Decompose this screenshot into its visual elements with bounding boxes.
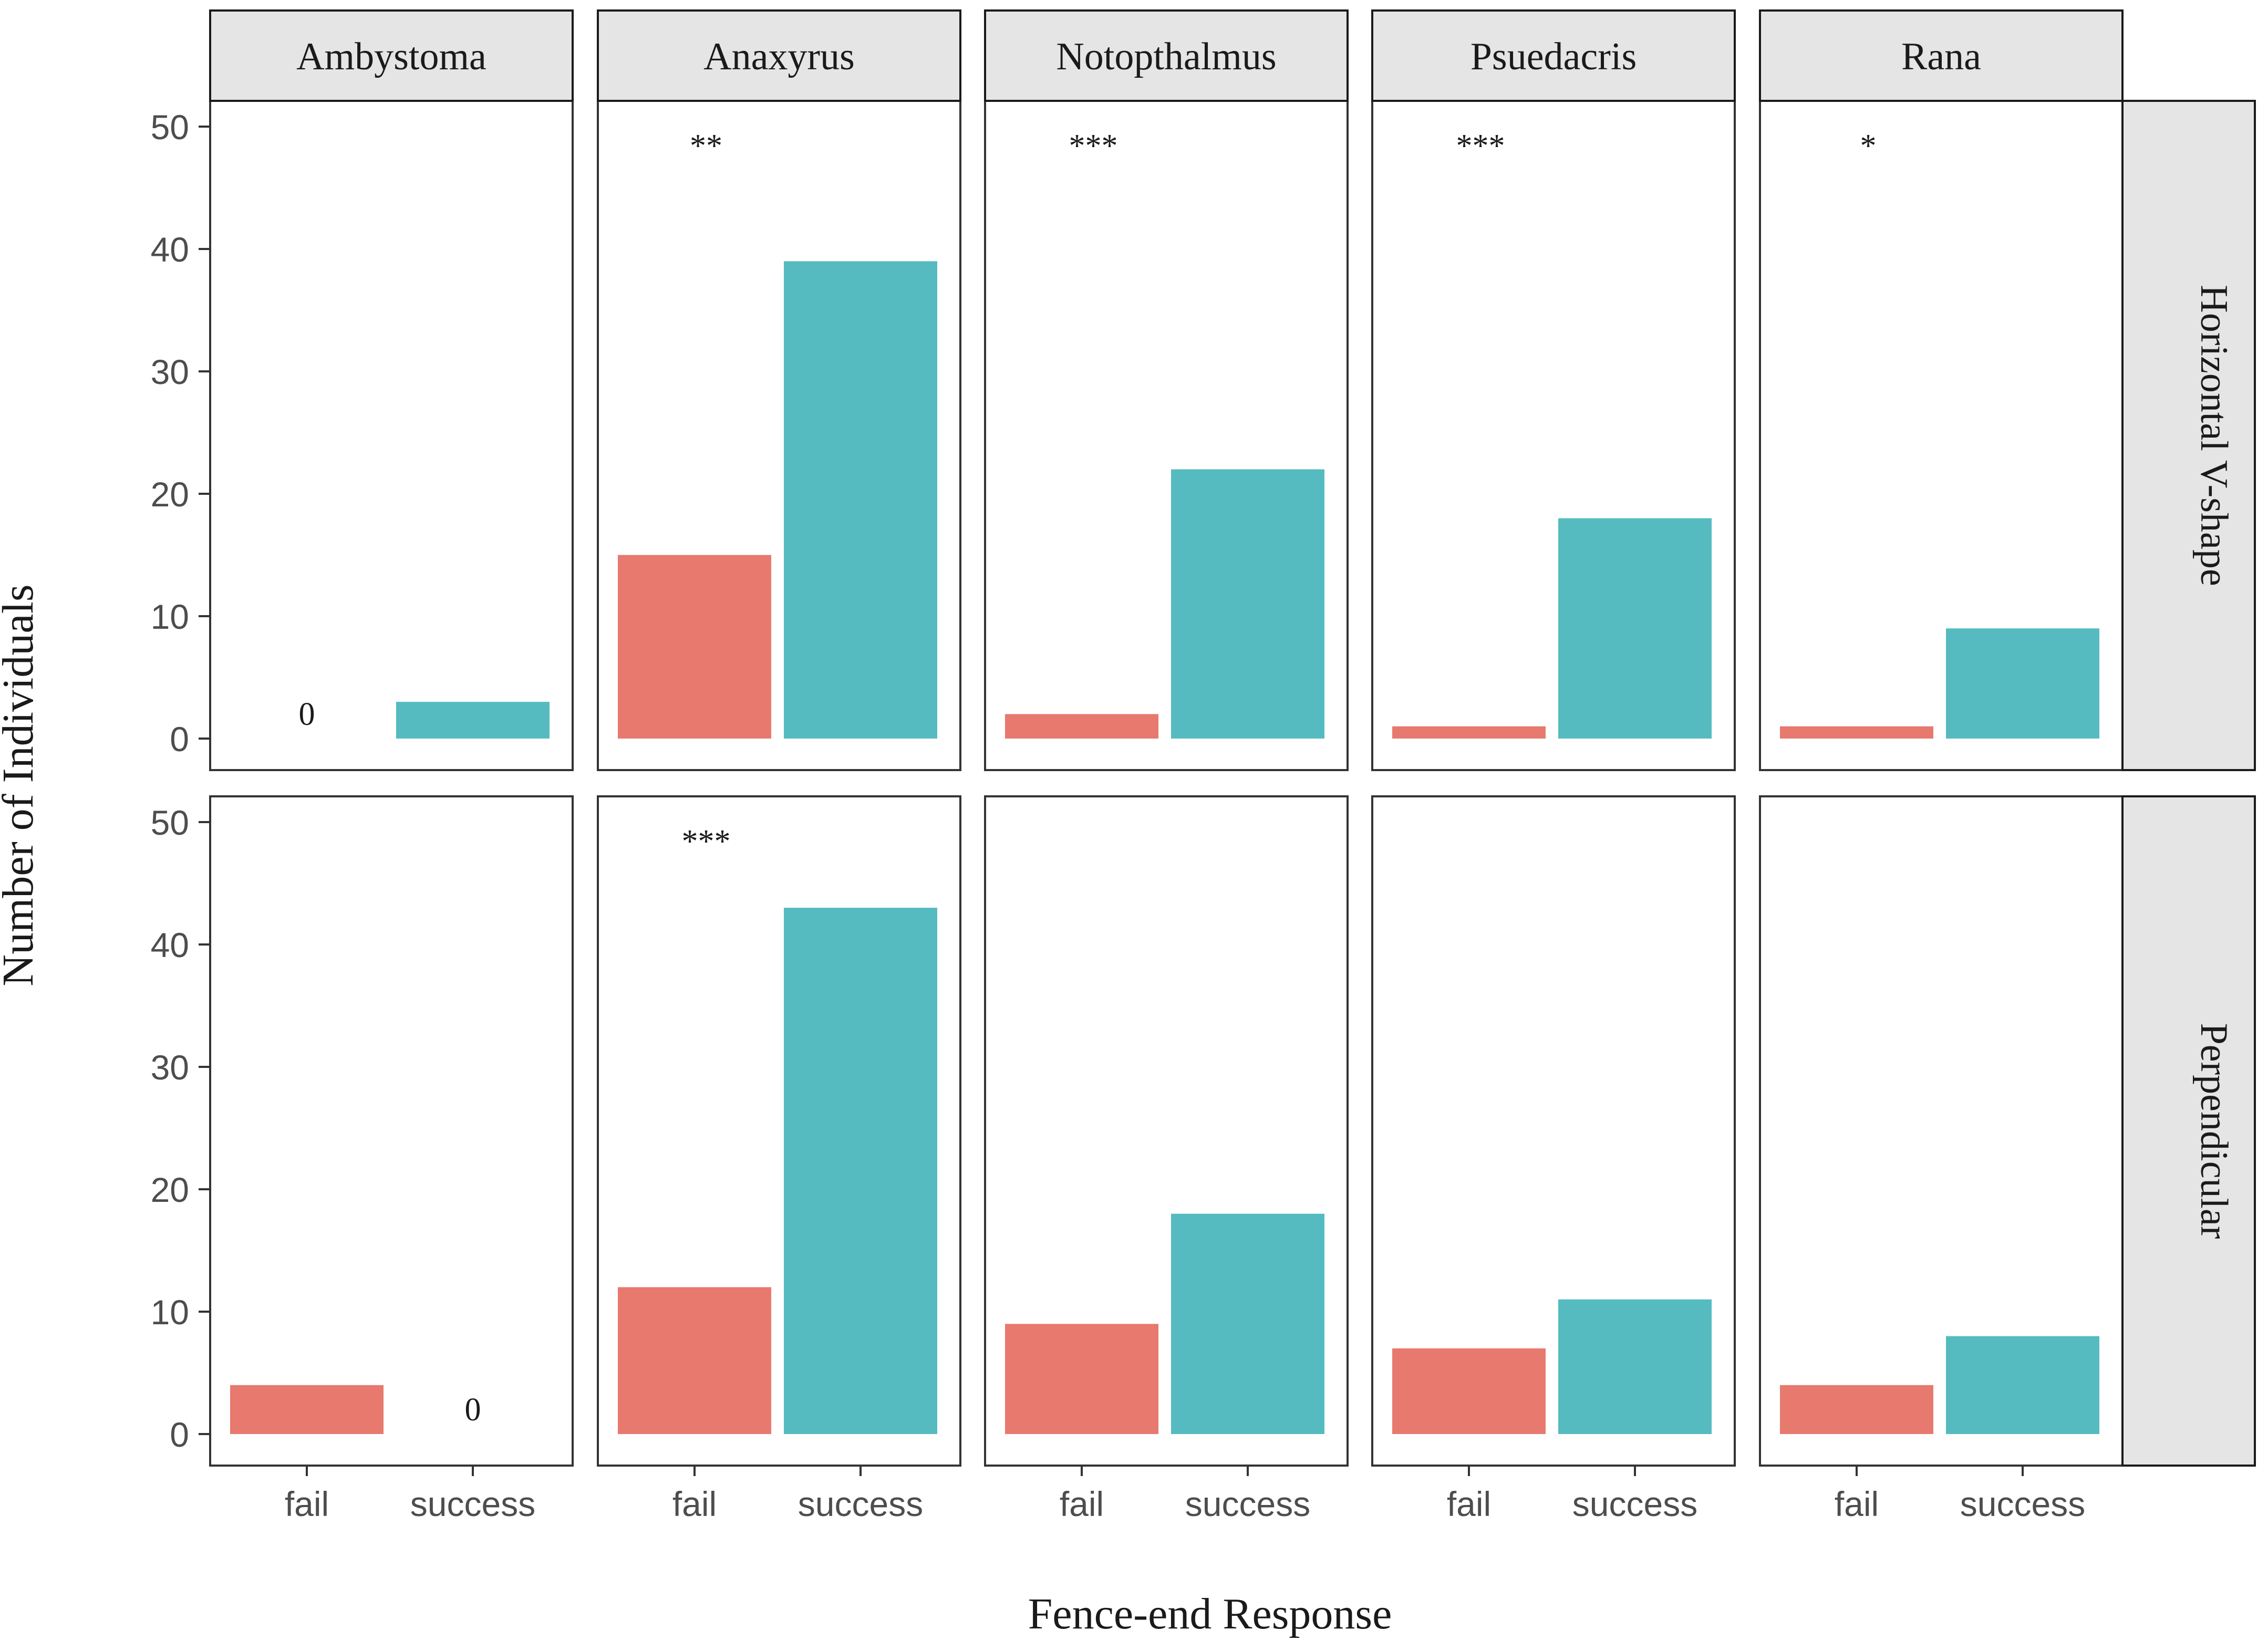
row-strip-perpendicular: Perpendicular — [2121, 795, 2256, 1467]
y-axis-perpendicular: 0 10 20 30 40 50 — [151, 803, 210, 1454]
y-tick-label: 50 — [151, 803, 189, 842]
panel-frame — [209, 100, 574, 771]
zero-value-label: 0 — [465, 1392, 481, 1428]
row-strip-horizontal-v-shape: Horizontal V-shape — [2121, 100, 2256, 771]
y-tick-label: 0 — [170, 720, 189, 759]
x-tick-label-success: success — [798, 1484, 923, 1523]
y-tick-label: 50 — [151, 108, 189, 147]
strip-label: Ambystoma — [296, 35, 486, 78]
strip-rana: Rana — [1759, 9, 2124, 102]
x-tick-label-success: success — [1185, 1484, 1310, 1523]
x-axis-title: Fence-end Response — [1028, 1590, 1392, 1638]
y-tick-label: 30 — [151, 352, 189, 391]
significance-label: *** — [1069, 128, 1118, 164]
y-tick-label: 20 — [151, 1170, 189, 1209]
strip-background — [984, 9, 1349, 102]
bar-fail — [1780, 1385, 1933, 1434]
bar-success — [1946, 1336, 2099, 1434]
x-tick-label-fail: fail — [1447, 1484, 1491, 1523]
bar-success — [1171, 1213, 1324, 1434]
zero-value-label: 0 — [299, 697, 315, 732]
strip-ambystoma: Ambystoma — [209, 9, 574, 102]
bar-success — [784, 908, 937, 1434]
bar-success — [1558, 1299, 1712, 1434]
significance-label: *** — [682, 824, 731, 859]
panel-perpendicular-notopthalmus: fail success — [984, 795, 1349, 1523]
x-tick-label-fail: fail — [1835, 1484, 1879, 1523]
panel-horizontal-v-shape-anaxyrus: ** — [597, 100, 961, 771]
significance-label: ** — [690, 128, 722, 164]
panel-horizontal-v-shape-psuedacris: *** — [1371, 100, 1736, 771]
bar-fail — [1392, 1348, 1546, 1434]
y-tick-label: 0 — [170, 1415, 189, 1454]
y-axis-horizontal-v-shape: 0 10 20 30 40 50 — [151, 108, 210, 759]
strip-label: Rana — [1901, 35, 1981, 78]
x-tick-label-success: success — [1960, 1484, 2085, 1523]
y-tick-label: 30 — [151, 1048, 189, 1087]
x-tick-label-fail: fail — [285, 1484, 329, 1523]
strip-background — [209, 9, 574, 102]
bar-fail — [1392, 726, 1546, 739]
panel-perpendicular-rana: fail success — [1759, 795, 2124, 1523]
panel-perpendicular-psuedacris: fail success — [1371, 795, 1736, 1523]
bar-fail — [1005, 714, 1158, 739]
bar-fail — [618, 1287, 771, 1434]
x-tick-label-fail: fail — [672, 1484, 717, 1523]
y-tick-label: 40 — [151, 926, 189, 964]
strip-label: Anaxyrus — [703, 35, 855, 78]
strip-notopthalmus: Notopthalmus — [984, 9, 1349, 102]
bar-fail — [1780, 726, 1933, 739]
strip-label: Horizontal V-shape — [2192, 285, 2235, 586]
bar-success — [396, 702, 550, 739]
strip-anaxyrus: Anaxyrus — [597, 9, 961, 102]
bar-success — [1171, 469, 1324, 739]
bar-success — [1946, 628, 2099, 739]
panel-horizontal-v-shape-notopthalmus: *** — [984, 100, 1349, 771]
y-tick-label: 20 — [151, 475, 189, 514]
y-tick-label: 10 — [151, 597, 189, 636]
bar-fail — [1005, 1324, 1158, 1434]
y-tick-label: 10 — [151, 1293, 189, 1332]
x-tick-label-success: success — [1572, 1484, 1697, 1523]
significance-label: *** — [1456, 128, 1505, 164]
strip-background — [1371, 9, 1736, 102]
strip-background — [597, 9, 961, 102]
x-tick-label-success: success — [410, 1484, 535, 1523]
bar-success — [784, 261, 937, 739]
strip-background — [2121, 795, 2256, 1467]
x-tick-label-fail: fail — [1060, 1484, 1104, 1523]
bar-fail — [230, 1385, 384, 1434]
strip-background — [2121, 100, 2256, 771]
strip-label: Psuedacris — [1470, 35, 1637, 78]
strip-label: Perpendicular — [2192, 1023, 2235, 1239]
bar-fail — [618, 555, 771, 739]
panel-perpendicular-anaxyrus: *** fail success — [597, 795, 961, 1523]
y-tick-label: 40 — [151, 230, 189, 269]
bar-success — [1558, 518, 1712, 739]
strip-background — [1759, 9, 2124, 102]
panel-horizontal-v-shape-rana: * — [1759, 100, 2124, 771]
panel-horizontal-v-shape-ambystoma: 0 — [209, 100, 574, 771]
panel-perpendicular-ambystoma: 0 fail success — [209, 795, 574, 1523]
strip-psuedacris: Psuedacris — [1371, 9, 1736, 102]
significance-label: * — [1860, 128, 1877, 164]
panel-frame — [209, 795, 574, 1467]
strip-label: Notopthalmus — [1056, 35, 1276, 78]
y-axis-title: Number of Individuals — [0, 584, 43, 986]
